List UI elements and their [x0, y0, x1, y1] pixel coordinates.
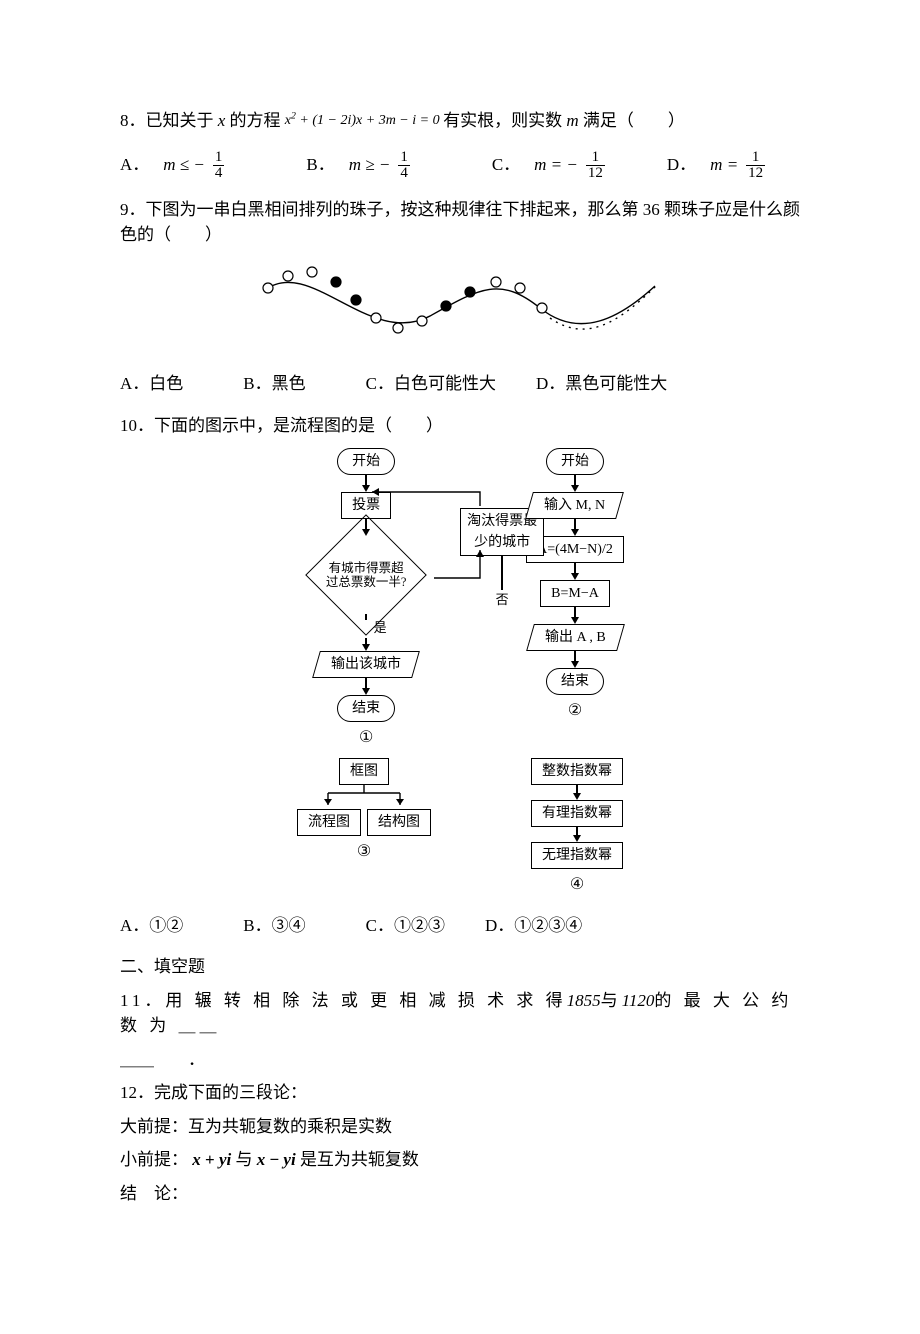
fc1-no: 否	[496, 590, 509, 610]
q9-stem: 9．下图为一串白黑相间排列的珠子，按这种规律往下排起来，那么第 36 颗珠子应是…	[120, 197, 800, 248]
q10-diagrams: 开始 投票 有城市得票超 过总票数一半? 是 输出该城市 结束 ①	[120, 448, 800, 897]
q8-c-prefix: m = −	[534, 155, 578, 174]
q8-c-num: 1	[590, 150, 602, 165]
q12-minor: 小前提： x + yi 与 x − yi 是互为共轭复数	[120, 1147, 800, 1173]
q8-t3: 有实根，则实数	[443, 111, 562, 130]
c4-rat: 有理指数幂	[531, 800, 623, 827]
q8-a-prefix: m ≤ −	[163, 155, 205, 174]
q12-e1i: i	[226, 1150, 231, 1169]
q11-stem: 11．用 辗 转 相 除 法 或 更 相 减 损 术 求 得1855与1120的…	[120, 988, 800, 1039]
q12-with: 与	[235, 1150, 256, 1169]
q8-d-prefix: m =	[710, 155, 738, 174]
q8-d-num: 1	[750, 150, 762, 165]
chain-4: 整数指数幂 有理指数幂 无理指数幂 ④	[531, 758, 623, 897]
q10-opt-b: B．③④	[243, 913, 305, 939]
q12-minus: −	[265, 1150, 283, 1169]
q8-a-frac: 1 4	[213, 150, 225, 181]
q9-opt-a: A．白色	[120, 371, 183, 397]
fc1-output: 输出该城市	[312, 651, 420, 678]
q12-conclusion: 结 论：	[120, 1181, 800, 1207]
q8-c-label: C．	[492, 152, 520, 178]
fc1-label: ①	[359, 726, 373, 750]
wave-path	[265, 282, 655, 323]
fc2-start: 开始	[546, 448, 604, 475]
fc1-output-text: 输出该城市	[331, 654, 401, 675]
fc2-calcB: B=M−A	[540, 580, 610, 607]
q8-t1: 8．已知关于	[120, 111, 214, 130]
q12-minor-prefix: 小前提：	[120, 1150, 188, 1169]
q12-e2i: i	[291, 1150, 296, 1169]
q8-t4: 满足（ ）	[583, 111, 685, 130]
t3-root: 框图	[339, 758, 389, 785]
fc2-input-text: 输入 M, N	[544, 495, 605, 516]
q11-mid: 与	[601, 991, 622, 1010]
q8-c-frac: 1 12	[586, 150, 605, 181]
q8-t2: 的方程	[230, 111, 281, 130]
q8-a-num: 1	[213, 150, 225, 165]
q10-opt-c: C．①②③	[366, 913, 445, 939]
q12-e2y: y	[283, 1150, 291, 1169]
fc2-output-text: 输出 A , B	[545, 627, 606, 648]
q8-opt-d: D． m = 1 12	[667, 150, 767, 181]
fc2-input: 输入 M, N	[526, 492, 625, 519]
q8-opt-a: A． m ≤ − 1 4	[120, 150, 226, 181]
t3-struct: 结构图	[367, 809, 431, 836]
tree-3: 框图 流程图 结构图 ③	[297, 758, 431, 897]
fc2-output: 输出 A , B	[526, 624, 624, 651]
q10-opt-a: A．①②	[120, 913, 183, 939]
t3-branches	[304, 785, 424, 809]
q9-options: A．白色 B．黑色 C．白色可能性大 D．黑色可能性大	[120, 371, 800, 397]
q10-stem: 10．下面的图示中，是流程图的是（ ）	[120, 413, 800, 439]
fc1-end: 结束	[337, 695, 395, 722]
q8-b-num: 1	[398, 150, 410, 165]
fc1-start: 开始	[337, 448, 395, 475]
c4-label: ④	[570, 873, 584, 897]
q8-x: x	[218, 111, 226, 130]
q12-plus: +	[201, 1150, 219, 1169]
q9-opt-d: D．黑色可能性大	[536, 371, 667, 397]
section-2-title: 二、填空题	[120, 954, 800, 980]
flowchart-1: 开始 投票 有城市得票超 过总票数一半? 是 输出该城市 结束 ①	[296, 448, 436, 750]
q8-d-den: 12	[746, 165, 765, 181]
q11-prefix: 11．用 辗 转 相 除 法 或 更 相 减 损 术 求 得	[120, 991, 567, 1010]
q9-opt-b: B．黑色	[243, 371, 305, 397]
c4-irr: 无理指数幂	[531, 842, 623, 869]
q8-b-frac: 1 4	[398, 150, 410, 181]
fc2-label: ②	[568, 699, 582, 723]
q11-blank: ＿＿ ．	[120, 1047, 800, 1073]
q8-b-label: B．	[306, 152, 334, 178]
q12-e1x: x	[192, 1150, 201, 1169]
q9-opt-c: C．白色可能性大	[366, 371, 496, 397]
c4-int: 整数指数幂	[531, 758, 623, 785]
q8-b-den: 4	[398, 165, 410, 181]
q8-m: m	[566, 111, 578, 130]
q8-d-label: D．	[667, 152, 696, 178]
beads-svg	[250, 258, 670, 348]
q12-major: 大前提：互为共轭复数的乘积是实数	[120, 1114, 800, 1140]
q8-c-den: 12	[586, 165, 605, 181]
q8-b-prefix: m ≥ −	[349, 155, 391, 174]
q8-a-den: 4	[213, 165, 225, 181]
q12-minor-suffix: 是互为共轭复数	[300, 1150, 419, 1169]
fc1-dec-l2: 过总票数一半?	[326, 575, 407, 589]
q12-e2x: x	[257, 1150, 266, 1169]
q8-a-label: A．	[120, 152, 149, 178]
q12-stem: 12．完成下面的三段论：	[120, 1080, 800, 1106]
fc1-dec-l1: 有城市得票超	[329, 561, 404, 575]
q8-d-frac: 1 12	[746, 150, 765, 181]
q8-opt-c: C． m = − 1 12	[492, 150, 607, 181]
q11-n2: 1120	[622, 991, 655, 1010]
q10-options: A．①② B．③④ C．①②③ D．①②③④	[120, 913, 800, 939]
t3-flow: 流程图	[297, 809, 361, 836]
q8-options: A． m ≤ − 1 4 B． m ≥ − 1 4 C． m = − 1 12 …	[120, 150, 800, 181]
q9-figure	[250, 258, 670, 356]
q10-opt-d: D．①②③④	[485, 913, 582, 939]
t3-label: ③	[357, 840, 371, 864]
q8-stem: 8．已知关于 x 的方程 x2 + (1 − 2i)x + 3m − i = 0…	[120, 108, 800, 134]
q8-opt-b: B． m ≥ − 1 4	[306, 150, 411, 181]
fc2-end: 结束	[546, 668, 604, 695]
q11-n1: 1855	[567, 991, 601, 1010]
